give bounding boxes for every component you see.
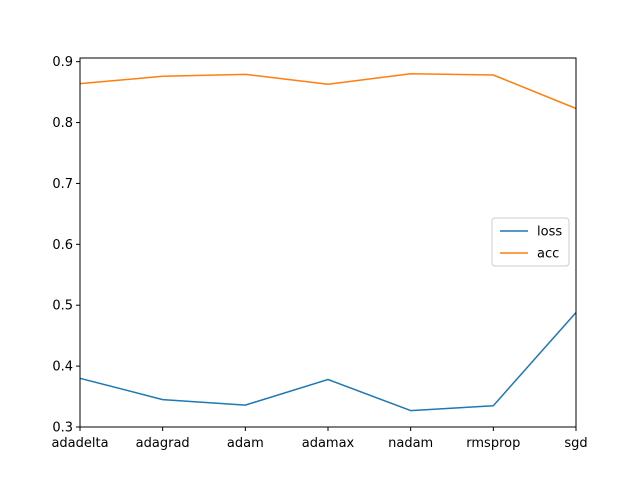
x-tick-label: nadam — [388, 436, 433, 451]
legend-box — [491, 217, 570, 267]
y-tick-label: 0.4 — [52, 360, 73, 375]
series-lines — [79, 73, 577, 412]
y-tick-label: 0.8 — [52, 116, 73, 131]
legend-label-acc: acc — [537, 247, 559, 262]
y-tick-label: 0.6 — [52, 238, 73, 253]
y-tick-label: 0.3 — [52, 421, 73, 436]
x-tick-label: adadelta — [51, 436, 108, 451]
x-tick-label: adamax — [302, 436, 355, 451]
legend-label-loss: loss — [537, 225, 562, 240]
series-line-acc — [79, 73, 577, 110]
y-tick-label: 0.5 — [52, 299, 73, 314]
y-tick-label: 0.9 — [52, 55, 73, 70]
y-tick-label: 0.7 — [52, 177, 73, 192]
x-tick-label: sgd — [564, 436, 587, 451]
plot-frame — [79, 57, 577, 428]
y-axis: 0.3 0.4 0.5 0.6 0.7 0.8 0.9 — [52, 55, 80, 436]
x-tick-label: adam — [227, 436, 264, 451]
legend: loss acc — [491, 217, 570, 267]
x-tick-label: rmsprop — [466, 436, 520, 451]
x-tick-label: adagrad — [136, 436, 190, 451]
x-axis: adadelta adagrad adam adamax nadam rmsprop sgd — [51, 427, 588, 451]
series-line-loss — [79, 312, 577, 412]
